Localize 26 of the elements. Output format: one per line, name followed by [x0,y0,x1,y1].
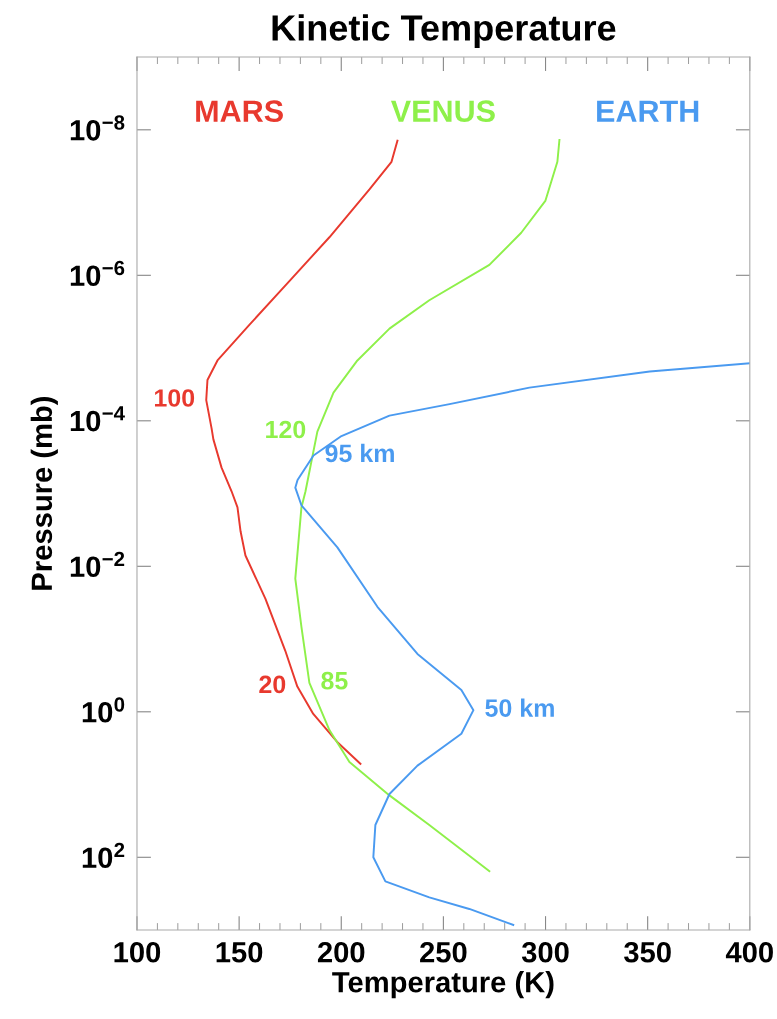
y-tick-label: 10$^{−8}$ [70,115,125,141]
y-tick-label: 10$^{0}$ [82,697,125,723]
annotation: 20 [259,675,286,694]
y-axis-title: Pressure (mb) [30,396,58,590]
chart-title: Kinetic Temperature [272,14,616,48]
x-tick-label: 100 [114,941,161,963]
x-tick-label: 200 [317,941,365,963]
annotation: 100 [154,389,195,407]
y-tick-label: 10$^{−6}$ [70,260,125,287]
x-tick-label: 250 [420,941,467,963]
text: EARTH [597,100,699,122]
x-axis-title: Temperature (K) [332,971,554,999]
annotation: 50 km [485,698,554,717]
line-series [205,139,399,765]
x-tick-label: 150 [216,941,263,963]
x-tick-label: 350 [624,941,671,963]
x-tick-label: 400 [725,941,773,963]
y-tick-label: 10$^{−2}$ [70,551,125,578]
text: MARS [196,100,283,123]
annotation: 95 km [325,443,394,463]
annotation: 120 [266,420,306,439]
text: VENUS [390,100,495,123]
x-tick-label: 300 [521,941,569,963]
y-tick-label: 10$^{2}$ [82,842,125,869]
y-tick-label: 10$^{−4}$ [70,406,125,432]
annotation: 85 [321,671,348,690]
